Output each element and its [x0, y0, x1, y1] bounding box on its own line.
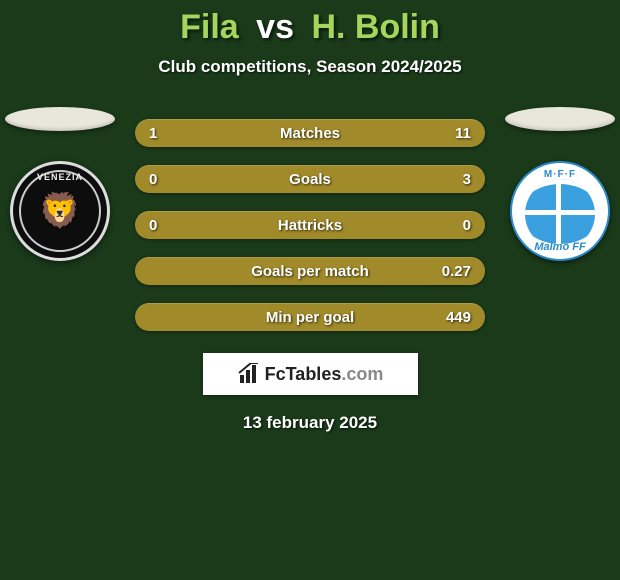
stat-value-right: 449 — [446, 309, 471, 326]
page-title: Fila vs H. Bolin — [180, 8, 440, 47]
stat-row: 0 Hattricks 0 — [135, 211, 485, 239]
stat-value-left: 0 — [149, 217, 157, 234]
brand-suffix: .com — [341, 364, 383, 384]
stat-value-right: 3 — [463, 171, 471, 188]
stat-label: Hattricks — [278, 217, 342, 234]
club-left-name: VENEZIA — [37, 172, 83, 182]
stats-table: 1 Matches 11 0 Goals 3 0 Hattricks 0 Goals per ma… — [135, 119, 485, 331]
stat-row: Goals per match 0.27 — [135, 257, 485, 285]
comparison-card: Fila vs H. Bolin Club competitions, Seas… — [0, 0, 620, 433]
stat-label: Goals per match — [251, 263, 369, 280]
club-badge-left: VENEZIA 🦁 — [10, 161, 110, 261]
title-player2: H. Bolin — [311, 8, 439, 46]
title-player1: Fila — [180, 8, 239, 46]
left-player-column: VENEZIA 🦁 — [0, 107, 120, 261]
club-badge-right: M·F·F Malmö FF — [510, 161, 610, 261]
brand-box[interactable]: FcTables.com — [203, 353, 418, 395]
date-text: 13 february 2025 — [243, 413, 377, 433]
stat-label: Min per goal — [266, 309, 354, 326]
globe-icon — [525, 179, 595, 249]
brand-main: FcTables — [265, 364, 342, 384]
stat-label: Goals — [289, 171, 331, 188]
stat-row: Min per goal 449 — [135, 303, 485, 331]
stat-row: 1 Matches 11 — [135, 119, 485, 147]
lion-icon: 🦁 — [39, 191, 81, 231]
right-player-column: M·F·F Malmö FF — [500, 107, 620, 261]
club-right-name: Malmö FF — [534, 241, 585, 253]
content-area: VENEZIA 🦁 1 Matches 11 0 Goals 3 0 Hattricks 0 Go… — [0, 119, 620, 331]
chart-icon — [237, 363, 263, 385]
brand-text: FcTables.com — [265, 364, 384, 385]
stat-value-right: 0.27 — [442, 263, 471, 280]
stat-value-right: 0 — [463, 217, 471, 234]
title-vs: vs — [256, 8, 294, 46]
player2-ellipse — [505, 107, 615, 131]
player1-ellipse — [5, 107, 115, 131]
subtitle: Club competitions, Season 2024/2025 — [158, 57, 461, 77]
stat-label: Matches — [280, 125, 340, 142]
stat-value-left: 1 — [149, 125, 157, 142]
stat-row: 0 Goals 3 — [135, 165, 485, 193]
stat-value-left: 0 — [149, 171, 157, 188]
stat-value-right: 11 — [455, 125, 471, 142]
